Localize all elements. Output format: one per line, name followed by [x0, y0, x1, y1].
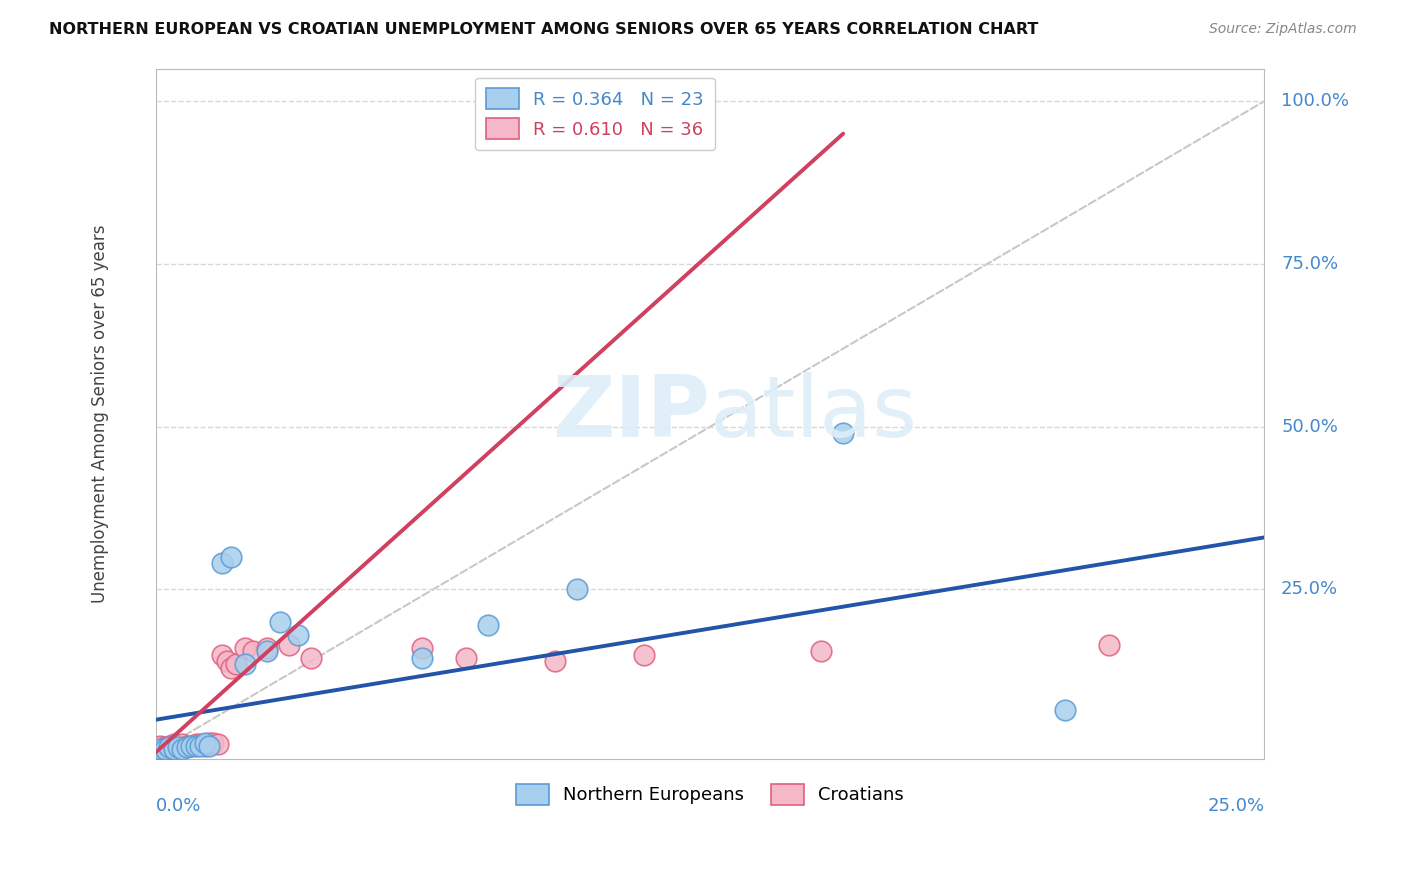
- Point: [225, 657, 247, 672]
- Point: [176, 739, 198, 753]
- Point: [242, 644, 264, 658]
- Point: [157, 739, 180, 753]
- Point: [149, 742, 172, 756]
- Point: [184, 739, 207, 753]
- Point: [180, 739, 202, 753]
- Point: [149, 742, 172, 756]
- Point: [172, 738, 194, 752]
- Point: [202, 735, 225, 749]
- Point: [1098, 638, 1121, 652]
- Point: [456, 650, 478, 665]
- Point: [219, 549, 242, 564]
- Point: [180, 739, 202, 753]
- Point: [157, 742, 180, 756]
- Point: [269, 615, 291, 629]
- Point: [153, 742, 176, 756]
- Text: ZIP: ZIP: [553, 372, 710, 455]
- Text: atlas: atlas: [710, 372, 918, 455]
- Point: [198, 739, 221, 753]
- Text: 25.0%: 25.0%: [1281, 581, 1339, 599]
- Point: [233, 657, 256, 672]
- Point: [633, 648, 655, 662]
- Point: [172, 740, 194, 755]
- Text: NORTHERN EUROPEAN VS CROATIAN UNEMPLOYMENT AMONG SENIORS OVER 65 YEARS CORRELATI: NORTHERN EUROPEAN VS CROATIAN UNEMPLOYME…: [49, 22, 1039, 37]
- Point: [176, 740, 198, 755]
- Point: [287, 628, 309, 642]
- Point: [162, 738, 184, 752]
- Text: Source: ZipAtlas.com: Source: ZipAtlas.com: [1209, 22, 1357, 37]
- Point: [565, 582, 588, 597]
- Point: [198, 735, 221, 749]
- Text: 100.0%: 100.0%: [1281, 92, 1350, 110]
- Point: [299, 650, 322, 665]
- Point: [194, 735, 217, 749]
- Point: [277, 638, 299, 652]
- Point: [411, 641, 433, 656]
- Point: [211, 648, 233, 662]
- Point: [1053, 703, 1076, 717]
- Point: [167, 740, 190, 755]
- Point: [149, 739, 172, 753]
- Text: 25.0%: 25.0%: [1208, 797, 1264, 814]
- Point: [149, 740, 172, 755]
- Point: [153, 742, 176, 756]
- Text: 50.0%: 50.0%: [1281, 417, 1339, 435]
- Point: [153, 740, 176, 755]
- Point: [219, 660, 242, 674]
- Point: [172, 742, 194, 756]
- Point: [256, 641, 278, 656]
- Point: [215, 654, 238, 668]
- Point: [411, 650, 433, 665]
- Point: [810, 644, 832, 658]
- Point: [162, 742, 184, 756]
- Point: [211, 557, 233, 571]
- Point: [477, 618, 499, 632]
- Point: [207, 738, 229, 752]
- Point: [544, 654, 567, 668]
- Point: [167, 739, 190, 753]
- Point: [832, 426, 855, 441]
- Point: [233, 641, 256, 656]
- Text: 75.0%: 75.0%: [1281, 255, 1339, 273]
- Point: [184, 738, 207, 752]
- Legend: Northern Europeans, Croatians: Northern Europeans, Croatians: [509, 777, 911, 812]
- Point: [194, 739, 217, 753]
- Point: [188, 739, 211, 753]
- Point: [162, 740, 184, 755]
- Point: [256, 644, 278, 658]
- Text: Unemployment Among Seniors over 65 years: Unemployment Among Seniors over 65 years: [91, 225, 110, 603]
- Point: [167, 740, 190, 755]
- Point: [188, 738, 211, 752]
- Point: [157, 740, 180, 755]
- Text: 0.0%: 0.0%: [156, 797, 201, 814]
